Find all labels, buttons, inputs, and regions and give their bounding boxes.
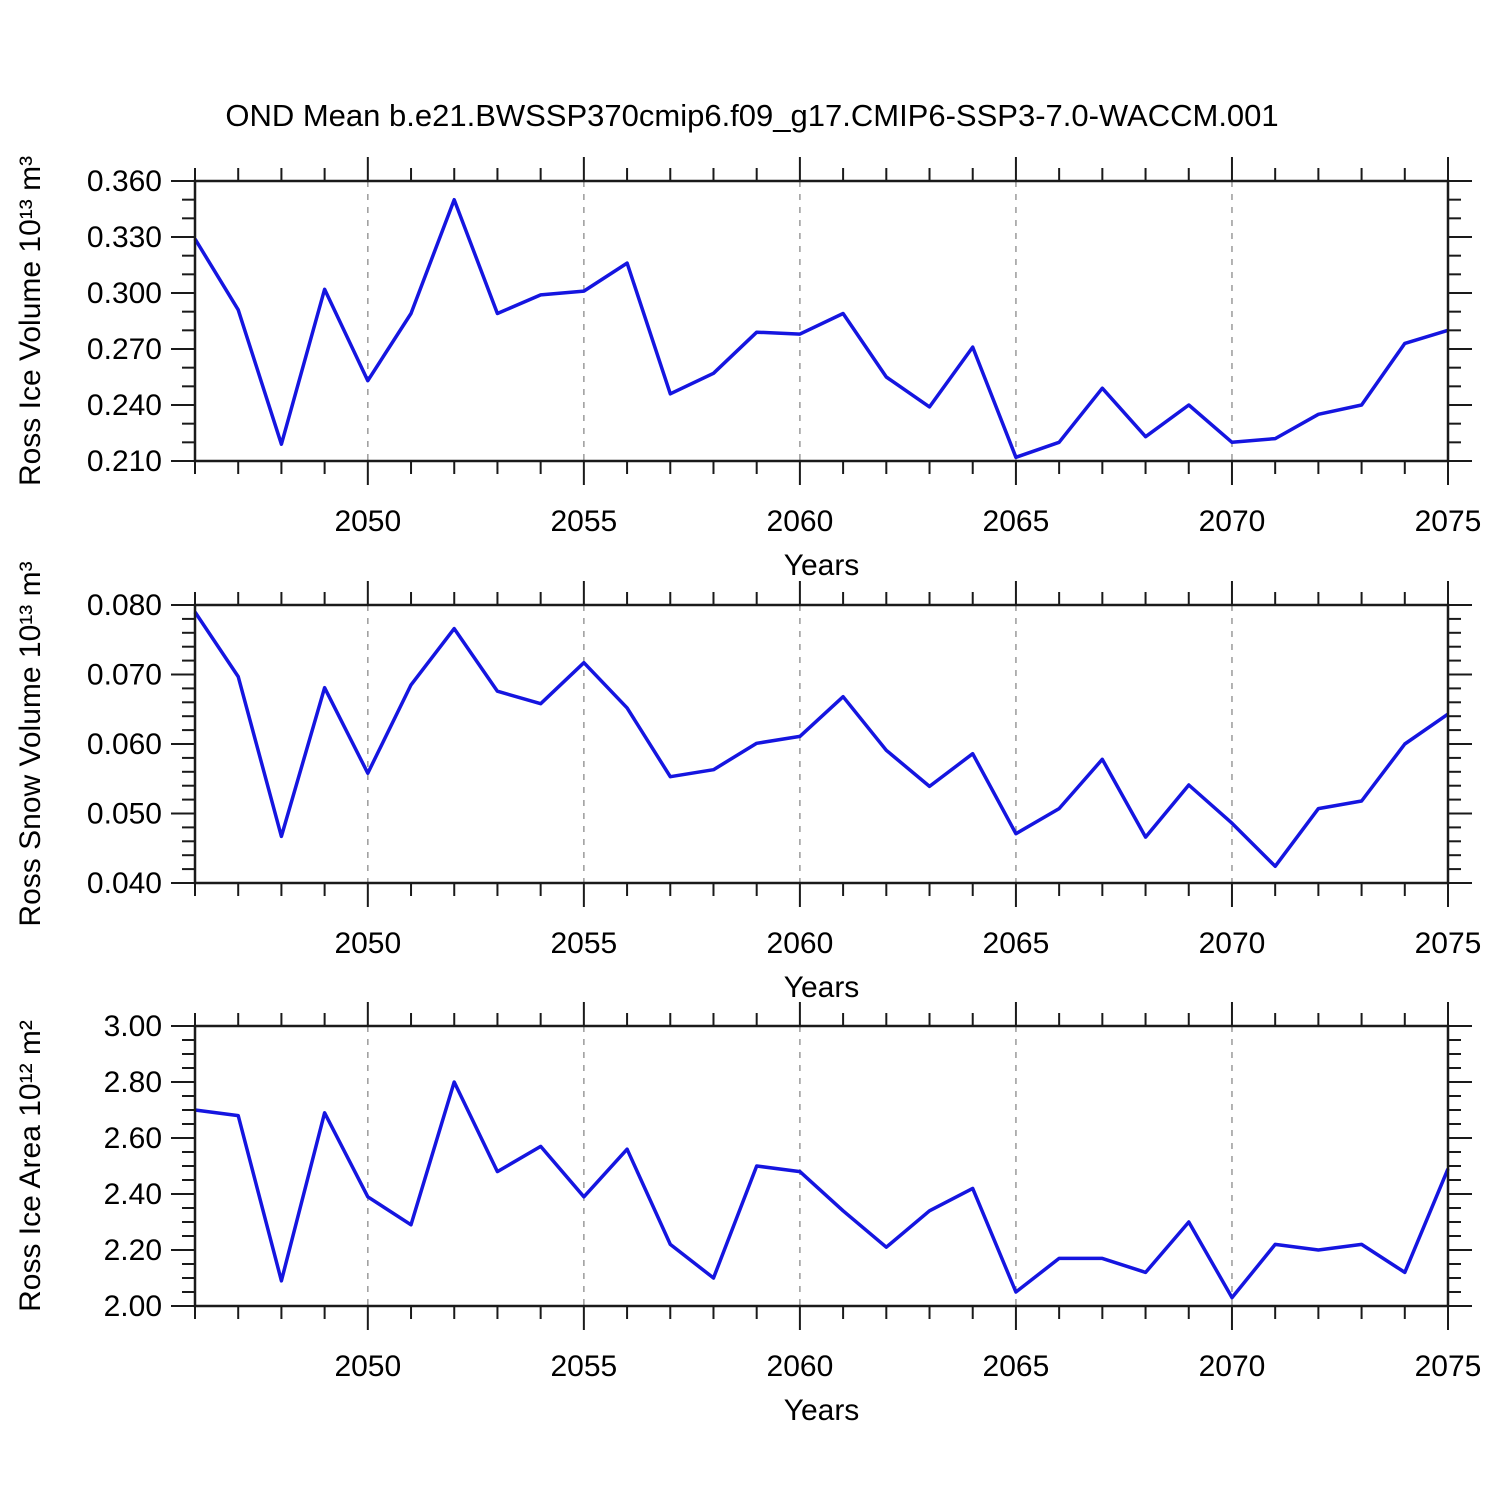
x-tick-label: 2060 — [767, 505, 834, 538]
y-tick-label: 0.210 — [87, 445, 162, 478]
x-tick-label: 2070 — [1199, 1350, 1266, 1383]
x-tick-label: 2075 — [1415, 1350, 1482, 1383]
plot-frame — [193, 179, 1450, 463]
x-tick-label: 2055 — [550, 505, 617, 538]
y-axis-title: Ross Ice Volume 10¹³ m³ — [14, 156, 47, 486]
ross-ice-area-line — [194, 1080, 1450, 1300]
x-tick-label: 2065 — [983, 505, 1050, 538]
y-tick-label: 2.80 — [104, 1066, 162, 1099]
y-tick-label: 3.00 — [104, 1010, 162, 1043]
y-axis-title: Ross Snow Volume 10¹³ m³ — [14, 561, 47, 926]
panel-ross-snow-volume: 0.040 0.050 0.060 0.070 0.080 2050 2055 2060 206… — [14, 561, 1481, 1004]
x-tick-label: 2060 — [767, 1350, 834, 1383]
y-tick-label: 0.270 — [87, 333, 162, 366]
y-tick-label: 2.20 — [104, 1234, 162, 1267]
x-tick-label: 2050 — [334, 927, 401, 960]
x-tick-label: 2070 — [1199, 505, 1266, 538]
x-tick-label: 2060 — [767, 927, 834, 960]
y-tick-label: 0.330 — [87, 221, 162, 254]
y-tick-label: 0.240 — [87, 389, 162, 422]
y-tick-label: 0.070 — [87, 659, 162, 692]
x-axis-title: Years — [784, 1394, 860, 1427]
x-tick-label: 2075 — [1415, 505, 1482, 538]
x-tick-label: 2055 — [550, 1350, 617, 1383]
x-axis-title: Years — [784, 971, 860, 1004]
x-tick-label: 2050 — [334, 1350, 401, 1383]
y-axis-title: Ross Ice Area 10¹² m² — [14, 1020, 47, 1312]
panel-ross-ice-volume: 0.210 0.240 0.270 0.300 0.330 0.360 2050 2055 20… — [14, 156, 1481, 582]
y-tick-label: 2.60 — [104, 1122, 162, 1155]
ross-snow-volume-line — [193, 611, 1449, 869]
y-tick-label: 0.040 — [87, 867, 162, 900]
y-tick-label: 0.360 — [87, 165, 162, 198]
y-tick-label: 0.060 — [87, 728, 162, 761]
y-tick-label: 0.050 — [87, 798, 162, 831]
y-tick-label: 0.080 — [87, 589, 162, 622]
x-axis-title: Years — [784, 549, 860, 582]
x-tick-label: 2070 — [1199, 927, 1266, 960]
chart-title: OND Mean b.e21.BWSSP370cmip6.f09_g17.CMI… — [225, 98, 1278, 133]
y-tick-label: 2.00 — [104, 1290, 162, 1323]
x-tick-label: 2065 — [983, 1350, 1050, 1383]
x-tick-label: 2065 — [983, 927, 1050, 960]
x-tick-label: 2055 — [550, 927, 617, 960]
panel-ross-ice-area: 2.00 2.20 2.40 2.60 2.80 3.00 2050 2055 2060 2065… — [14, 1002, 1481, 1427]
y-tick-label: 0.300 — [87, 277, 162, 310]
x-tick-label: 2050 — [334, 505, 401, 538]
x-tick-label: 2075 — [1415, 927, 1482, 960]
y-tick-label: 2.40 — [104, 1178, 162, 1211]
ross-ice-volume-line — [193, 197, 1449, 460]
